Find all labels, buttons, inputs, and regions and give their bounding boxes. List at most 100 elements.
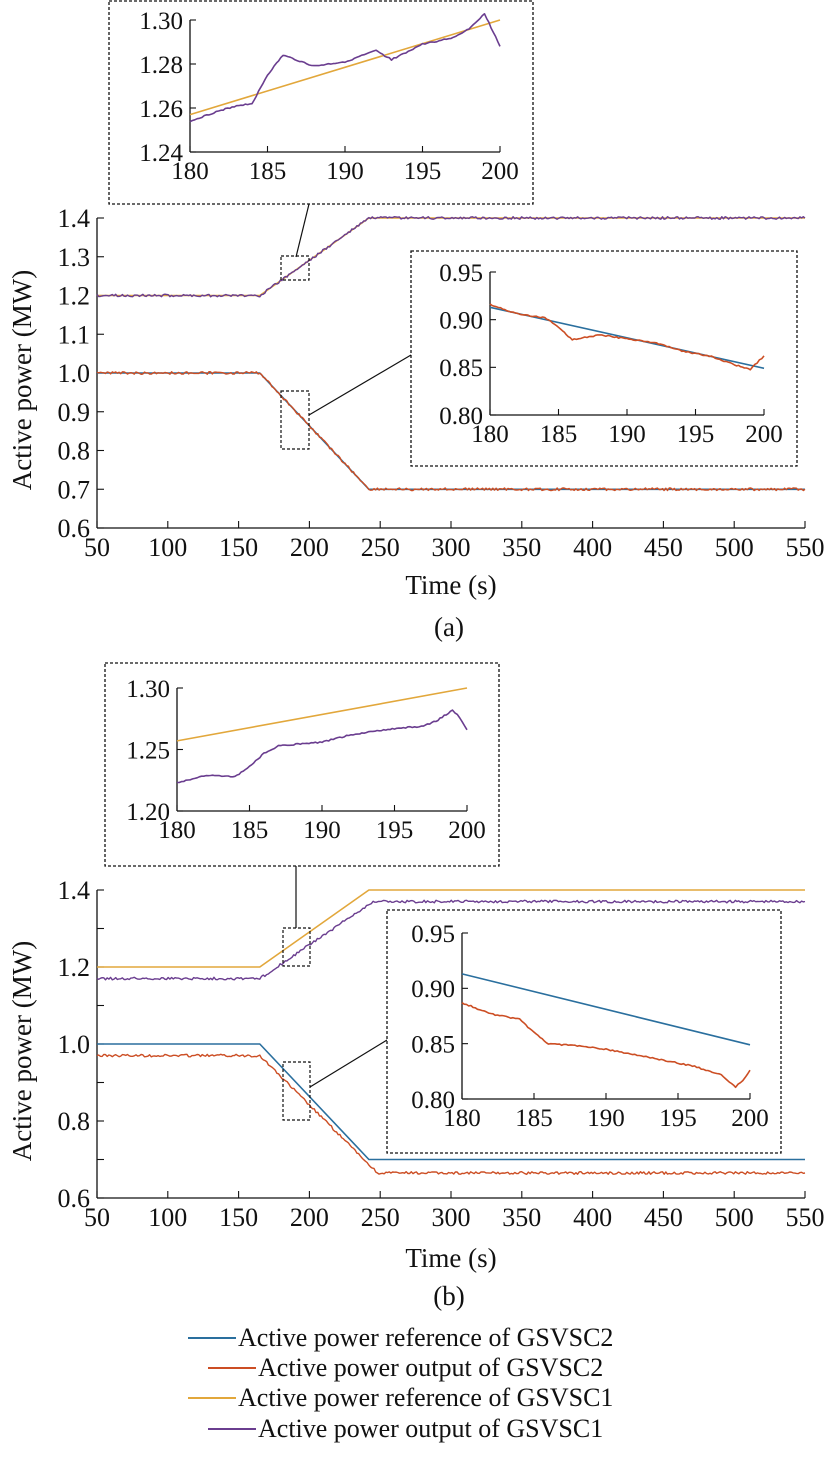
main-x-tick-label: 500 bbox=[715, 533, 754, 562]
inset-x-tick-label: 180 bbox=[443, 1105, 481, 1132]
main-y-tick-label: 0.6 bbox=[58, 1184, 91, 1213]
inset-y-tick-label: 1.20 bbox=[126, 799, 170, 826]
inset-y-tick-label: 0.80 bbox=[411, 1087, 455, 1114]
main-x-tick-label: 550 bbox=[786, 533, 825, 562]
inset-frame bbox=[108, 0, 534, 205]
inset-y-tick-label: 0.90 bbox=[411, 976, 455, 1003]
legend-label: Active power output of GSVSC2 bbox=[258, 1353, 603, 1382]
inset-x-tick-label: 200 bbox=[448, 817, 486, 844]
inset-x-tick-label: 180 bbox=[171, 158, 209, 185]
legend-item-ref_gsvsc1: Active power reference of GSVSC1 bbox=[188, 1383, 613, 1412]
main-x-tick-label: 400 bbox=[573, 1203, 612, 1232]
main-y-tick-label: 1.3 bbox=[58, 243, 91, 272]
inset-series-ref_gsvsc1 bbox=[189, 19, 501, 116]
main-x-tick-label: 450 bbox=[644, 533, 683, 562]
legend-label: Active power reference of GSVSC1 bbox=[238, 1383, 613, 1412]
main-x-tick-label: 350 bbox=[502, 1203, 541, 1232]
inset-series-ref_gsvsc2 bbox=[461, 973, 751, 1046]
inset-series-out_gsvsc2 bbox=[461, 1002, 751, 1089]
inset-y-tick-label: 1.26 bbox=[139, 96, 183, 123]
inset-y-tick-label: 1.24 bbox=[139, 140, 183, 167]
main-y-tick-label: 1.2 bbox=[58, 953, 91, 982]
chart-panel-a: 50 100 150 200 250 300 350 400 450 500 550 0.6 0.7 0.… bbox=[7, 0, 825, 642]
main-x-tick-label: 150 bbox=[219, 533, 258, 562]
inset-frame bbox=[104, 662, 500, 867]
main-y-tick-label: 0.9 bbox=[58, 398, 91, 427]
inset-x-tick-label: 190 bbox=[608, 421, 646, 448]
inset-x-tick-label: 185 bbox=[515, 1105, 553, 1132]
series-out_gsvsc2 bbox=[96, 1053, 806, 1175]
main-y-tick-label: 1.1 bbox=[58, 320, 91, 349]
main-x-tick-label: 250 bbox=[361, 1203, 400, 1232]
main-x-tick-label: 100 bbox=[148, 1203, 187, 1232]
inset-x-tick-label: 180 bbox=[471, 421, 509, 448]
legend-label: Active power output of GSVSC1 bbox=[258, 1414, 603, 1443]
inset-y-tick-label: 1.30 bbox=[139, 8, 183, 35]
y-axis-label: Active power (MW) bbox=[7, 941, 37, 1161]
inset-y-tick-label: 0.95 bbox=[411, 921, 455, 948]
x-axis-label: Time (s) bbox=[405, 570, 496, 600]
inset-y-tick-label: 0.95 bbox=[439, 260, 483, 287]
main-x-tick-label: 250 bbox=[361, 533, 400, 562]
series-out_gsvsc1 bbox=[96, 899, 806, 981]
main-y-tick-label: 1.0 bbox=[58, 1030, 91, 1059]
series-ref_gsvsc1 bbox=[97, 889, 805, 968]
inset-x-tick-label: 195 bbox=[404, 158, 442, 185]
zoom-box bbox=[280, 255, 310, 281]
main-y-tick-label: 1.2 bbox=[58, 282, 91, 311]
inset-y-tick-label: 0.80 bbox=[439, 403, 483, 430]
inset-frame bbox=[386, 909, 782, 1154]
inset-x-tick-label: 190 bbox=[587, 1105, 625, 1132]
series-out_gsvsc2 bbox=[96, 371, 806, 492]
inset-series-out_gsvsc1 bbox=[189, 13, 501, 123]
zoom-box bbox=[280, 390, 310, 450]
inset-connector bbox=[309, 1039, 388, 1088]
inset-connector bbox=[295, 199, 311, 258]
inset-x-tick-label: 185 bbox=[231, 817, 269, 844]
main-x-tick-label: 550 bbox=[786, 1203, 825, 1232]
x-axis-label: Time (s) bbox=[405, 1243, 496, 1273]
main-y-tick-label: 0.8 bbox=[58, 1107, 91, 1136]
zoom-box bbox=[282, 1061, 311, 1121]
inset-x-tick-label: 190 bbox=[326, 158, 364, 185]
inset-y-tick-label: 0.85 bbox=[411, 1031, 455, 1058]
main-x-tick-label: 500 bbox=[715, 1203, 754, 1232]
panel-caption: (b) bbox=[433, 1281, 464, 1311]
main-x-tick-label: 100 bbox=[148, 533, 187, 562]
inset-x-tick-label: 185 bbox=[540, 421, 578, 448]
legend-item-out_gsvsc2: Active power output of GSVSC2 bbox=[208, 1353, 603, 1382]
main-x-tick-label: 300 bbox=[432, 533, 471, 562]
main-x-tick-label: 50 bbox=[84, 1203, 110, 1232]
main-x-tick-label: 150 bbox=[219, 1203, 258, 1232]
main-x-tick-label: 200 bbox=[290, 1203, 329, 1232]
inset-series-out_gsvsc2 bbox=[489, 303, 765, 371]
inset-y-tick-label: 1.30 bbox=[126, 676, 170, 703]
main-x-tick-label: 400 bbox=[573, 533, 612, 562]
main-x-tick-label: 350 bbox=[502, 533, 541, 562]
inset-series-ref_gsvsc1 bbox=[176, 687, 468, 742]
main-y-tick-label: 0.6 bbox=[58, 514, 91, 543]
main-y-tick-label: 0.7 bbox=[58, 475, 91, 504]
inset-x-tick-label: 200 bbox=[745, 421, 783, 448]
series-ref_gsvsc2 bbox=[97, 1043, 805, 1161]
chart-panel-b: 50 100 150 200 250 300 350 400 450 500 550 0.6 0.8 1.… bbox=[7, 662, 825, 1311]
main-x-tick-label: 450 bbox=[644, 1203, 683, 1232]
main-x-tick-label: 300 bbox=[432, 1203, 471, 1232]
inset-y-tick-label: 0.85 bbox=[439, 355, 483, 382]
inset-frame bbox=[410, 250, 798, 467]
inset-x-tick-label: 195 bbox=[659, 1105, 697, 1132]
legend-item-out_gsvsc1: Active power output of GSVSC1 bbox=[208, 1414, 603, 1443]
main-y-tick-label: 0.8 bbox=[58, 437, 91, 466]
inset-x-tick-label: 195 bbox=[376, 817, 414, 844]
legend-item-ref_gsvsc2: Active power reference of GSVSC2 bbox=[188, 1323, 613, 1352]
panel-caption: (a) bbox=[434, 612, 464, 642]
inset-y-tick-label: 1.28 bbox=[139, 52, 183, 79]
zoom-box bbox=[282, 927, 311, 967]
inset-x-tick-label: 200 bbox=[731, 1105, 769, 1132]
inset-x-tick-label: 190 bbox=[303, 817, 341, 844]
main-y-tick-label: 1.4 bbox=[58, 204, 91, 233]
main-x-tick-label: 50 bbox=[84, 533, 110, 562]
series-out_gsvsc1 bbox=[96, 216, 806, 298]
